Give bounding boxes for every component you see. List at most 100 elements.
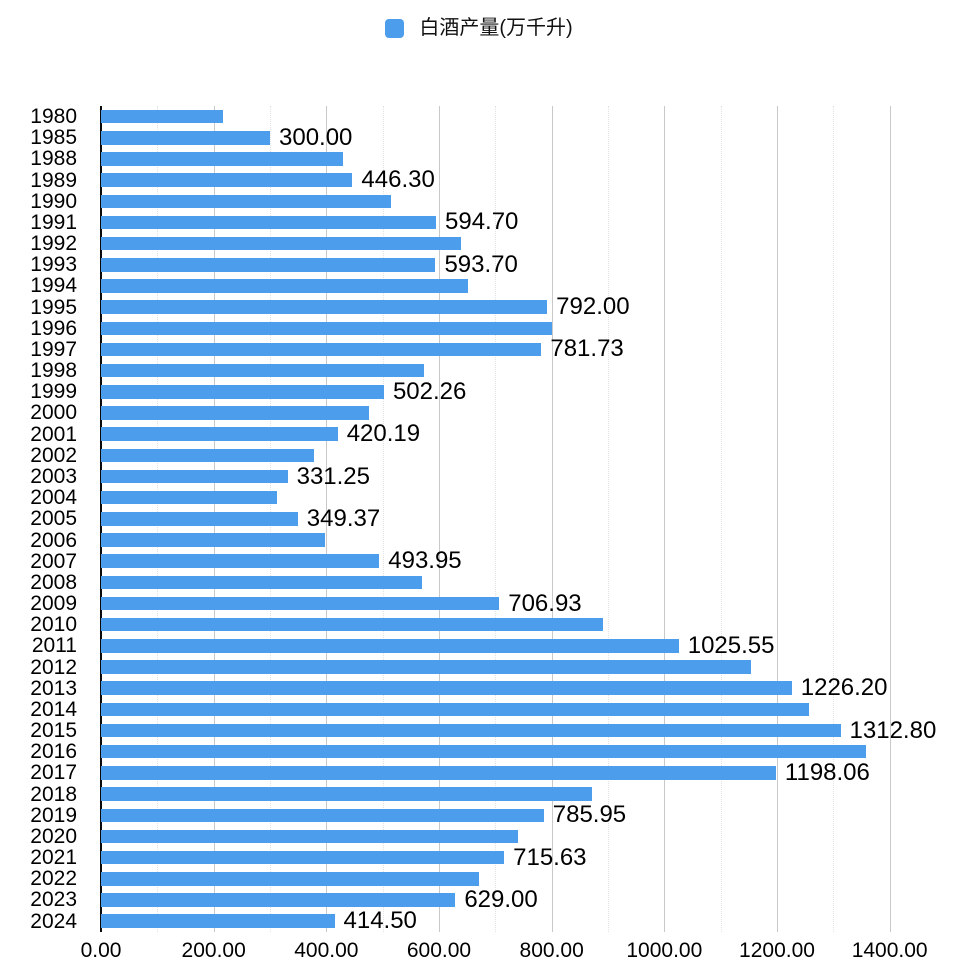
bar-2000 xyxy=(101,406,370,420)
bar-1999 xyxy=(101,385,384,399)
x-tick-label: 1200.00 xyxy=(739,939,815,962)
value-label: 781.73 xyxy=(550,335,624,363)
bar-2003 xyxy=(101,469,288,484)
year-label: 1985 xyxy=(30,126,77,150)
x-tick-label: 0.00 xyxy=(80,939,122,962)
minor-gridline xyxy=(382,106,384,932)
bar-row xyxy=(101,360,946,381)
bar-row xyxy=(101,487,946,508)
bar-row xyxy=(101,572,946,593)
year-label: 1992 xyxy=(30,232,77,256)
year-label: 2018 xyxy=(30,782,77,806)
year-label: 2019 xyxy=(30,803,77,827)
legend[interactable]: 白酒产量(万千升) xyxy=(0,16,958,40)
bar-2007 xyxy=(101,554,380,568)
bar-row xyxy=(101,275,946,296)
bar-row: 502.26 xyxy=(101,377,946,405)
value-label: 349.37 xyxy=(306,504,381,532)
bar-row xyxy=(101,656,946,677)
bar-rows: 300.00 446.30 594.70 593.70 792.00 781.73 502.… xyxy=(101,106,946,935)
bar-2019 xyxy=(101,808,544,822)
bar-2008 xyxy=(101,575,422,590)
legend-label: 白酒产量(万千升) xyxy=(419,17,573,39)
bar-2016 xyxy=(101,744,867,759)
bar-row: 715.63 xyxy=(101,843,946,871)
bar-row xyxy=(101,529,946,550)
year-label: 2009 xyxy=(30,592,77,616)
minor-gridline xyxy=(495,106,497,932)
value-label: 1198.06 xyxy=(784,758,870,786)
year-label: 1994 xyxy=(30,274,77,298)
bar-2004 xyxy=(101,490,277,505)
major-gridline xyxy=(439,106,440,932)
bar-2018 xyxy=(101,787,592,801)
bar-row: 1312.80 xyxy=(101,716,946,744)
bar-row xyxy=(101,699,946,720)
bar-row: 792.00 xyxy=(101,293,946,321)
bar-row xyxy=(101,402,946,423)
value-label: 502.26 xyxy=(392,377,467,405)
bar-1990 xyxy=(101,194,391,209)
value-label: 414.50 xyxy=(343,907,417,935)
bar-1996 xyxy=(101,321,553,336)
year-label: 2002 xyxy=(30,443,77,467)
year-label: 1989 xyxy=(30,168,77,192)
value-label: 493.95 xyxy=(388,547,462,575)
year-label: 2004 xyxy=(30,486,77,510)
bar-1989 xyxy=(101,173,353,187)
bar-row: 420.19 xyxy=(101,422,946,446)
bar-2023 xyxy=(101,893,456,907)
year-label: 1995 xyxy=(30,295,77,319)
value-label: 629.00 xyxy=(464,885,538,913)
legend-swatch-icon xyxy=(385,18,405,38)
bar-2020 xyxy=(101,829,519,844)
bar-row xyxy=(101,191,946,212)
year-label: 2024 xyxy=(30,909,77,933)
year-label: 2007 xyxy=(30,549,77,573)
bar-row: 594.70 xyxy=(101,210,946,234)
bar-row xyxy=(101,318,946,339)
year-label: 2001 xyxy=(30,422,77,446)
bar-row: 785.95 xyxy=(101,803,946,827)
bar-row: 706.93 xyxy=(101,591,946,615)
year-label: 1998 xyxy=(30,359,77,383)
bar-row xyxy=(101,106,946,127)
bar-1991 xyxy=(101,215,436,230)
year-label: 2003 xyxy=(30,465,77,488)
bar-2022 xyxy=(101,872,480,886)
bar-2006 xyxy=(101,533,325,547)
bar-row: 593.70 xyxy=(101,252,946,276)
major-gridline xyxy=(326,106,328,932)
year-label: 1997 xyxy=(30,337,77,361)
year-label: 2010 xyxy=(30,613,77,637)
minor-gridline xyxy=(608,106,609,932)
year-label: 1996 xyxy=(30,316,77,340)
bar-1994 xyxy=(101,279,468,293)
bar-1997 xyxy=(101,342,542,357)
bar-row xyxy=(101,233,946,254)
x-tick-label: 600.00 xyxy=(406,939,472,962)
x-tick-label: 1400.00 xyxy=(851,939,928,962)
year-label: 2008 xyxy=(30,570,77,594)
bar-row: 781.73 xyxy=(101,335,946,363)
bar-2009 xyxy=(101,596,500,611)
major-gridline xyxy=(551,106,553,932)
bar-row: 1226.20 xyxy=(101,676,946,700)
major-gridline xyxy=(664,106,666,932)
value-label: 715.63 xyxy=(513,843,587,871)
bar-row: 629.00 xyxy=(101,885,946,913)
bar-2015 xyxy=(101,723,841,738)
value-label: 792.00 xyxy=(556,293,630,321)
value-label: 1312.80 xyxy=(849,716,937,744)
year-label: 2017 xyxy=(30,761,77,785)
bar-2002 xyxy=(101,448,315,463)
bar-2021 xyxy=(101,850,505,865)
bar-row: 331.25 xyxy=(101,464,946,488)
year-label: 2022 xyxy=(30,867,77,891)
bar-row xyxy=(101,741,946,762)
bar-1995 xyxy=(101,300,548,314)
bar-2014 xyxy=(101,702,810,717)
bar-2005 xyxy=(101,512,298,526)
bar-2010 xyxy=(101,617,603,632)
